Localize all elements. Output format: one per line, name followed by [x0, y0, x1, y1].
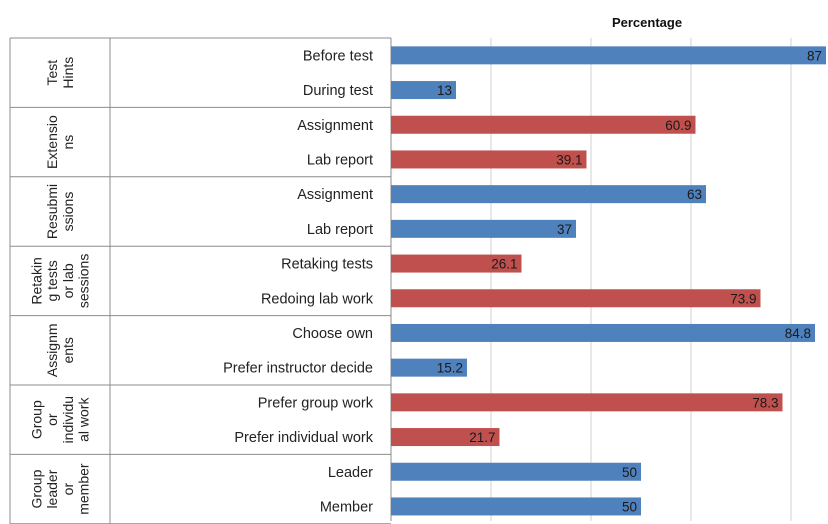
chart-title: Percentage	[612, 15, 682, 30]
category-label: Prefer instructor decide	[223, 361, 373, 377]
group-label: Extensions	[44, 115, 76, 169]
group-label-line: ns	[60, 135, 76, 150]
group-label: Retaking testsor labsessions	[29, 254, 92, 308]
group-label-line: Assignm	[44, 323, 60, 377]
group-label-line: g tests	[44, 260, 60, 301]
category-label: During test	[303, 83, 373, 99]
category-label: Leader	[328, 465, 373, 481]
group-label-line: Hints	[60, 57, 76, 89]
bar	[391, 46, 826, 65]
bar	[391, 254, 522, 273]
category-labels: Before test During test Assignment Lab repo…	[223, 48, 374, 515]
group-label-line: Group	[29, 400, 45, 439]
category-label: Redoing lab work	[261, 291, 374, 307]
group-label: Resubmissions	[44, 184, 76, 239]
group-labels: TestHints Extensions Resubmissions Retaking…	[29, 57, 92, 515]
value-labels: 87 13 60.9 39.1 63 37 26.1 73.9 84.8 15.2 78.3 21.7…	[437, 48, 822, 514]
group-label: TestHints	[44, 57, 76, 89]
category-label: Lab report	[307, 222, 373, 238]
value-label: 78.3	[752, 395, 778, 410]
group-label-line: individu	[60, 396, 76, 443]
bar	[391, 185, 706, 204]
group-label: Groupleaderormember	[29, 463, 92, 515]
bar	[391, 81, 456, 100]
category-label: Assignment	[297, 118, 373, 134]
group-label-line: Test	[44, 60, 60, 86]
bar	[391, 428, 500, 447]
value-label: 87	[807, 48, 822, 63]
bar	[391, 497, 641, 516]
bar	[391, 150, 587, 169]
value-label: 50	[622, 499, 637, 514]
category-label: Prefer group work	[258, 395, 374, 411]
group-label-line: member	[75, 463, 91, 515]
value-label: 73.9	[730, 291, 756, 306]
bar	[391, 115, 696, 134]
group-label-line: leader	[44, 469, 60, 508]
group-label-line: ents	[60, 337, 76, 363]
value-label: 84.8	[785, 326, 811, 341]
gridlines	[490, 38, 792, 521]
group-label-line: or	[44, 413, 60, 426]
category-label: Member	[320, 499, 373, 515]
group-label-line: sessions	[75, 254, 91, 308]
group-label-line: ssions	[60, 192, 76, 232]
bar	[391, 323, 815, 342]
group-label-line: Resubmi	[44, 184, 60, 239]
category-label: Lab report	[307, 152, 373, 168]
value-label: 26.1	[491, 257, 517, 272]
value-label: 21.7	[469, 430, 495, 445]
group-label: Grouporindividual work	[29, 396, 92, 443]
value-label: 15.2	[437, 361, 463, 376]
group-label-line: Group	[29, 469, 45, 508]
value-label: 50	[622, 465, 637, 480]
group-label-line: al work	[75, 397, 91, 442]
category-label: Retaking tests	[281, 257, 373, 273]
bar	[391, 358, 467, 377]
bar	[391, 462, 641, 481]
group-label-line: or lab	[60, 263, 76, 298]
category-label: Assignment	[297, 187, 373, 203]
category-label: Choose own	[292, 326, 373, 342]
group-label-line: Retakin	[29, 257, 45, 304]
bar	[391, 289, 761, 308]
bar	[391, 393, 783, 412]
value-label: 13	[437, 83, 452, 98]
value-label: 37	[557, 222, 572, 237]
category-label: Prefer individual work	[234, 430, 373, 446]
value-label: 39.1	[556, 152, 582, 167]
value-label: 60.9	[665, 118, 691, 133]
group-label-line: or	[60, 483, 76, 496]
value-label: 63	[687, 187, 702, 202]
category-label: Before test	[303, 48, 373, 64]
bar	[391, 219, 576, 238]
group-label-line: Extensio	[44, 115, 60, 169]
bars	[391, 46, 826, 516]
group-label: Assignments	[44, 323, 76, 377]
